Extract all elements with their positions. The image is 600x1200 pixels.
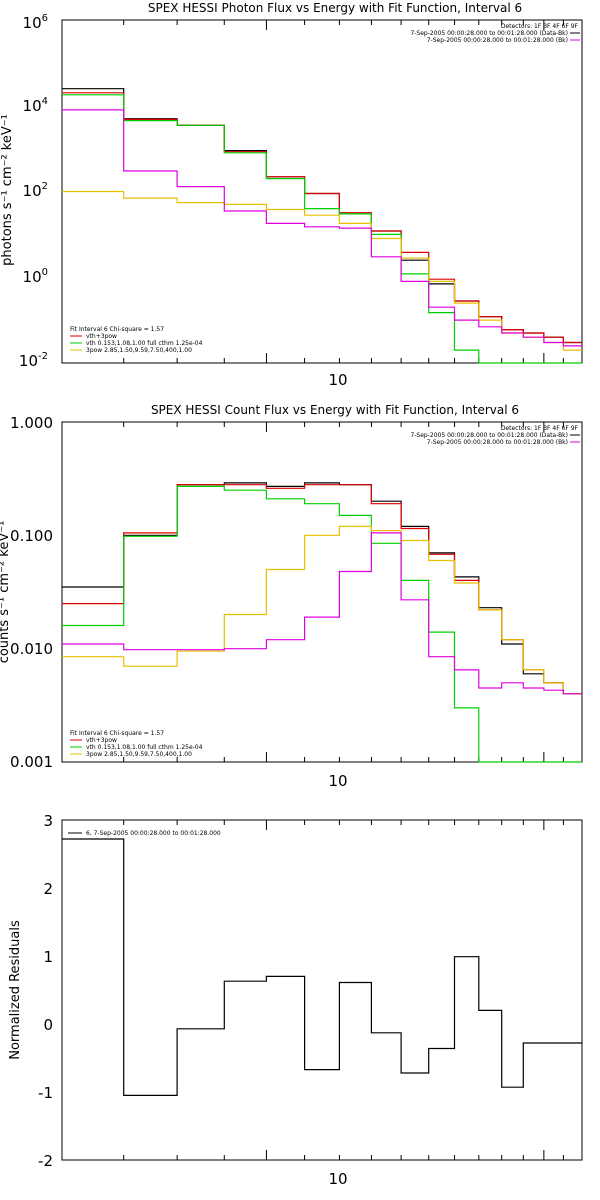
count-chart-title: SPEX HESSI Count Flux vs Energy with Fit… — [151, 403, 519, 417]
photon-legend-3pow: 3pow 2.85,1.50,9.59,7.50,400,1.00 — [86, 347, 192, 354]
photon-legend-vth3pow: vth+3pow — [86, 333, 117, 340]
photon-flux-panel: SPEX HESSI Photon Flux vs Energy with Fi… — [0, 1, 583, 389]
count-bk-interval-label: 7-Sep-2005 00:00:28.000 to 00:01:28.000 … — [427, 439, 568, 446]
count-legend-vth3pow: vth+3pow — [86, 737, 117, 744]
count-ytick-0-1: 0.100 — [10, 527, 53, 545]
count-legend-3pow: 3pow 2.85,1.50,9.59,7.50,400,1.00 — [86, 751, 192, 758]
photon-legend-vth: vth 0.153,1.08,1.00 full cthm 1.25e-04 — [86, 340, 203, 347]
photon-ytick-1e4: 104 — [23, 96, 48, 115]
count-series-group — [61, 422, 583, 763]
photon-detectors-label: Detectors: 1F 3F 4F 6F 9F — [501, 23, 579, 30]
photon-bk-interval-label: 7-Sep-2005 00:00:28.000 to 00:01:28.000 … — [427, 37, 568, 44]
count-legend-vth: vth 0.153,1.08,1.00 full cthm 1.25e-04 — [86, 744, 203, 751]
count-series-3pow-2-85-1-50-9-59-7-50-400-1-00 — [62, 525, 582, 695]
count-fit-title: Fit Interval 6 Chi-square = 1.57 — [70, 730, 164, 737]
photon-series-vth-0-153-1-08-1-00-full-cthm-1-25e-04 — [62, 94, 582, 364]
photon-ytick-1e0: 100 — [23, 267, 48, 286]
residuals-plot-frame — [61, 819, 583, 1161]
count-series-vth-3pow — [62, 484, 582, 695]
residuals-ytick-1: 1 — [43, 948, 53, 966]
photon-ytick-1e2: 102 — [23, 181, 48, 200]
photon-series-group — [61, 20, 583, 364]
photon-chart-title: SPEX HESSI Photon Flux vs Energy with Fi… — [148, 1, 522, 15]
count-ytick-1: 1.000 — [10, 414, 53, 432]
photon-series-7-sep-2005-00-00-28-000-to-00-01-28-000- — [62, 109, 582, 347]
residuals-ytick-neg1: -1 — [38, 1084, 53, 1102]
count-xtick-10: 10 — [328, 772, 347, 790]
count-series-vth-0-153-1-08-1-00-full-cthm-1-25e-04 — [62, 485, 582, 763]
count-data-interval-label: 7-Sep-2005 00:00:28.000 to 00:01:28.000 … — [410, 432, 568, 439]
residuals-ytick-0: 0 — [43, 1016, 53, 1034]
count-y-axis-label: counts s⁻¹ cm⁻² keV⁻¹ — [0, 521, 12, 664]
photon-plot-frame — [61, 19, 583, 364]
count-flux-panel: SPEX HESSI Count Flux vs Energy with Fit… — [0, 403, 583, 790]
photon-ytick-1e6: 106 — [23, 13, 48, 32]
count-ytick-0-01: 0.010 — [10, 640, 53, 658]
residuals-ytick-3: 3 — [43, 812, 53, 830]
count-detectors-label: Detectors: 1F 3F 4F 6F 9F — [501, 425, 579, 432]
residuals-series-group — [61, 820, 583, 1160]
count-ytick-0-001: 0.001 — [10, 753, 53, 771]
residuals-ytick-2: 2 — [43, 880, 53, 898]
photon-series-vth-3pow — [62, 92, 582, 344]
photon-data-interval-label: 7-Sep-2005 00:00:28.000 to 00:01:28.000 … — [410, 30, 568, 37]
photon-ytick-1e-2: 10-2 — [19, 351, 48, 370]
photon-xtick-10: 10 — [328, 371, 347, 389]
residuals-legend: 6, 7-Sep-2005 00:00:28.000 to 00:01:28.0… — [86, 830, 221, 837]
residuals-xtick-10: 10 — [328, 1170, 347, 1188]
photon-y-axis-label: photons s⁻¹ cm⁻² keV⁻¹ — [0, 114, 15, 266]
residuals-panel: 3 2 1 0 -1 -2 10 Normalized Residuals 6,… — [8, 812, 583, 1188]
count-series-7-sep-2005-00-00-28-000-to-00-01-28-000- — [62, 532, 582, 695]
photon-fit-title: Fit Interval 6 Chi-square = 1.57 — [70, 326, 164, 333]
residuals-series-6-7-sep-2005-00-00-28-000-to-00-01-28-00 — [62, 838, 582, 1096]
count-plot-frame — [61, 421, 583, 763]
residuals-ytick-neg2: -2 — [38, 1152, 53, 1170]
residuals-y-axis-label: Normalized Residuals — [8, 920, 23, 1060]
count-series-7-sep-2005-00-00-28-000-to-00-01-28-000- — [62, 482, 582, 695]
